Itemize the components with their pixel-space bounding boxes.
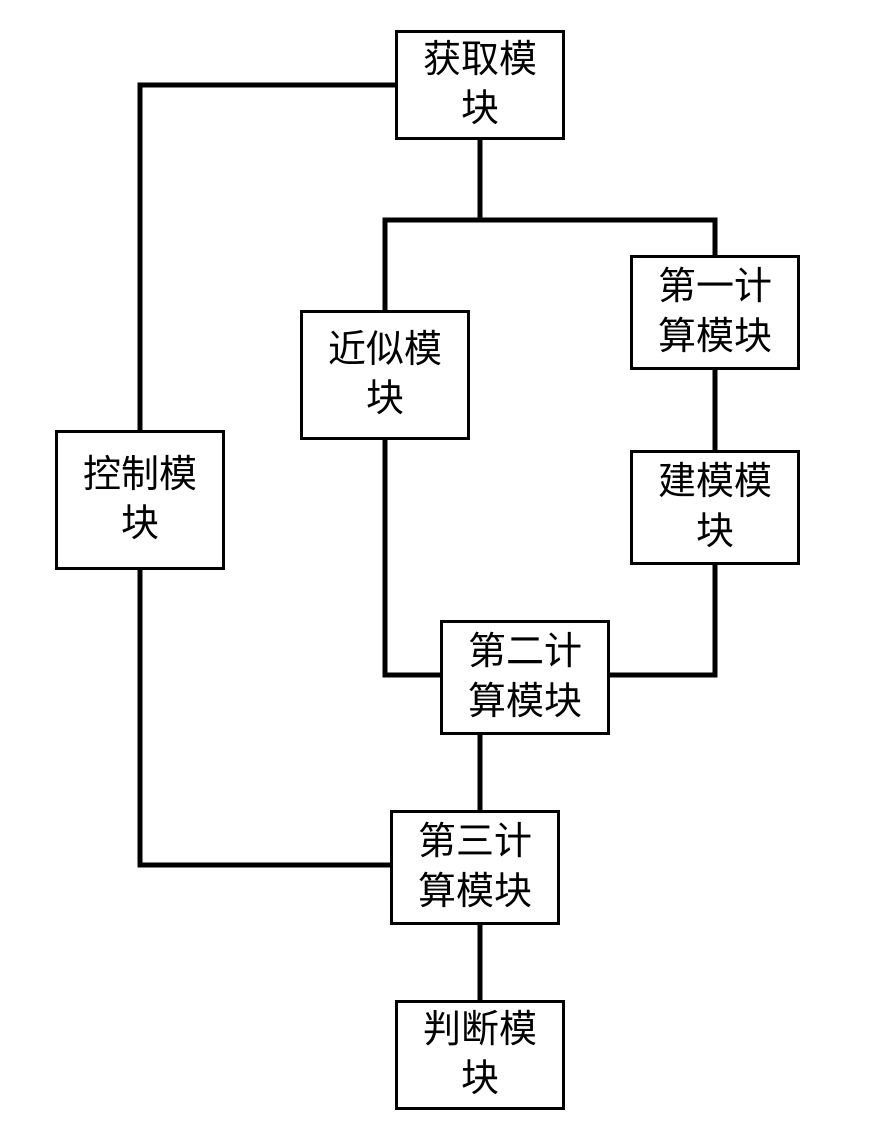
edge-branch-calc1 bbox=[480, 220, 715, 255]
node-modeling-line1: 建模模 bbox=[658, 458, 772, 507]
node-calc2-line2: 算模块 bbox=[468, 678, 582, 727]
node-control: 控制模 块 bbox=[55, 430, 225, 570]
node-approx-line2: 块 bbox=[328, 375, 442, 424]
node-calc2: 第二计 算模块 bbox=[440, 620, 610, 735]
node-judge-line1: 判断模 bbox=[423, 1006, 537, 1055]
node-judge-line2: 块 bbox=[423, 1055, 537, 1104]
node-calc2-line1: 第二计 bbox=[468, 628, 582, 677]
edge-acquire-approx_calc1_branch bbox=[385, 140, 480, 310]
node-calc1-line2: 算模块 bbox=[658, 313, 772, 362]
node-control-line2: 块 bbox=[83, 500, 197, 549]
edge-control-calc3 bbox=[140, 570, 390, 865]
node-modeling: 建模模 块 bbox=[630, 450, 800, 565]
node-judge: 判断模 块 bbox=[395, 1000, 565, 1110]
node-modeling-line2: 块 bbox=[658, 508, 772, 557]
node-acquire-line1: 获取模 bbox=[423, 36, 537, 85]
node-acquire-line2: 块 bbox=[423, 85, 537, 134]
node-calc1-line1: 第一计 bbox=[658, 263, 772, 312]
node-control-line1: 控制模 bbox=[83, 451, 197, 500]
edge-approx-calc2 bbox=[385, 440, 440, 675]
node-calc3-line2: 算模块 bbox=[418, 868, 532, 917]
node-acquire: 获取模 块 bbox=[395, 30, 565, 140]
edge-modeling-calc2 bbox=[610, 565, 715, 675]
node-calc3-line1: 第三计 bbox=[418, 818, 532, 867]
node-calc1: 第一计 算模块 bbox=[630, 255, 800, 370]
node-approx: 近似模 块 bbox=[300, 310, 470, 440]
node-calc3: 第三计 算模块 bbox=[390, 810, 560, 925]
node-approx-line1: 近似模 bbox=[328, 326, 442, 375]
